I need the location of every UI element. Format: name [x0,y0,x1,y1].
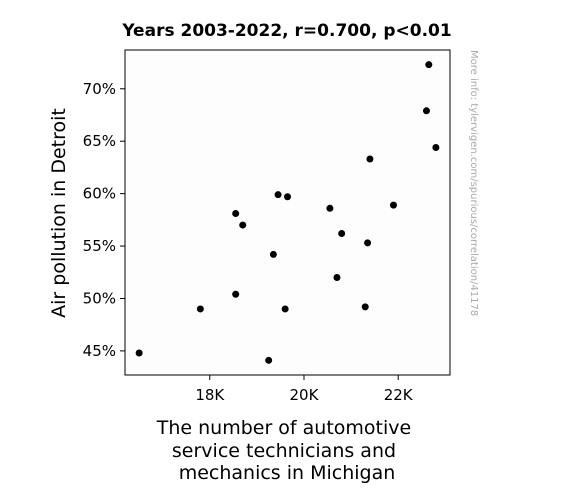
data-point [232,210,240,218]
data-point [366,155,374,163]
x-tick-label: 18K [195,386,225,404]
data-point [265,356,273,364]
x-axis-label-line-2: service technicians and [172,440,396,462]
data-point [284,193,291,201]
y-axis-ticks: 45% 50% 55% 60% 65% 70% [83,80,125,360]
y-tick-label: 55% [83,237,116,255]
source-note: More info: tylervigen.com/spurious/corre… [468,50,479,316]
data-point [422,107,430,115]
x-axis-ticks: 18K 20K 22K [195,375,414,404]
x-tick-label: 20K [290,386,320,404]
data-point [326,204,334,212]
data-point [269,250,277,258]
y-tick-label: 65% [83,132,116,150]
x-tick-label: 22K [384,386,414,404]
plot-area [124,49,451,376]
x-axis-label-line-3: mechanics in Michigan [179,462,396,484]
data-point [425,61,433,69]
data-point [135,349,143,357]
y-tick-label: 50% [83,289,116,307]
x-axis-label-line-1: The number of automotive [156,417,411,439]
x-axis-label: The number of automotive service technic… [156,417,418,484]
data-point [274,191,282,199]
data-points [135,61,440,364]
y-tick-label: 70% [83,80,116,98]
y-tick-label: 60% [83,185,116,203]
data-point [281,305,289,313]
data-point [361,303,369,311]
data-point [338,229,346,237]
data-point [389,201,397,209]
chart-title: Years 2003-2022, r=0.700, p<0.01 [121,21,451,41]
data-point [333,274,341,281]
data-point [432,144,440,151]
y-tick-label: 45% [83,342,116,360]
y-axis-label: Air pollution in Detroit [48,108,70,318]
data-point [232,290,240,298]
data-point [196,305,204,313]
data-point [239,221,247,229]
data-point [364,239,372,247]
